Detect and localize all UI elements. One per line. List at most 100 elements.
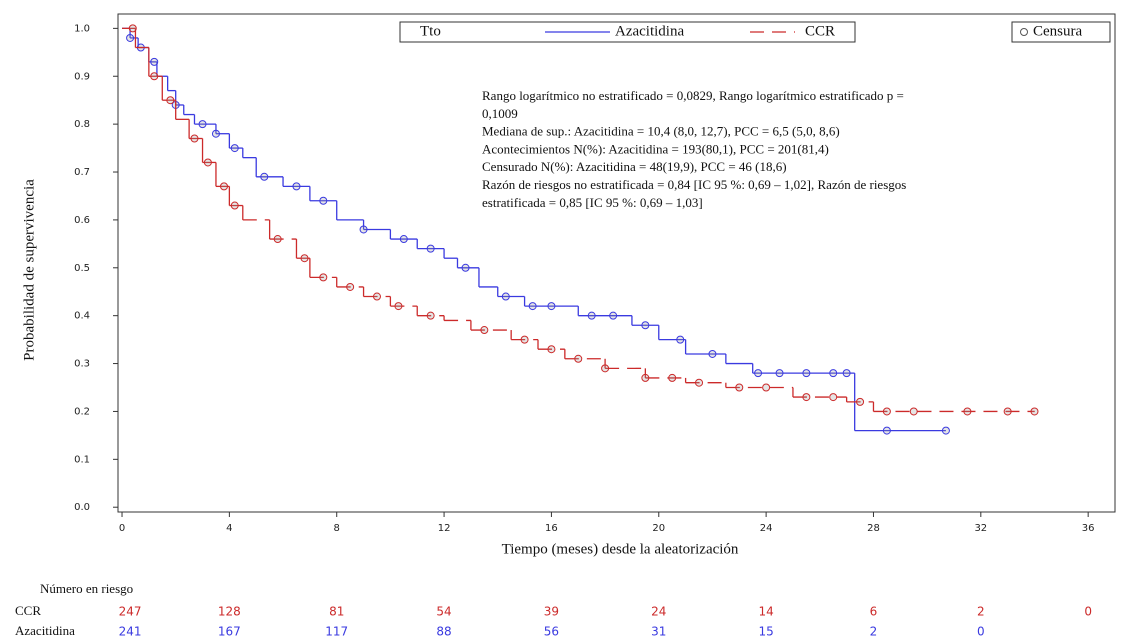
legend-box	[399, 21, 856, 43]
censor-mark	[426, 311, 435, 320]
x-tick-label: 32	[974, 523, 987, 534]
y-tick-label: 0.6	[74, 215, 90, 226]
censor-mark	[211, 129, 220, 138]
censor-mark	[399, 235, 408, 244]
censor-mark	[547, 345, 556, 354]
censor-mark	[882, 426, 891, 435]
censor-legend-box	[1011, 21, 1111, 43]
censor-mark	[1003, 407, 1012, 416]
x-tick-label: 12	[438, 523, 451, 534]
annotation-line: Rango logarítmico no estratificado = 0,0…	[482, 88, 904, 103]
censor-mark	[346, 282, 355, 291]
legend-label: CCR	[805, 23, 835, 39]
censor-mark	[802, 393, 811, 402]
censor-mark	[668, 373, 677, 382]
risk-count: 81	[329, 605, 344, 619]
x-tick-label: 24	[760, 523, 773, 534]
y-tick-label: 0.4	[74, 311, 90, 322]
censor-mark	[574, 354, 583, 363]
annotation-line: Censurado N(%): Azacitidina = 48(19,9), …	[482, 159, 787, 174]
annotation-line: Razón de riesgos no estratificada = 0,84…	[482, 177, 906, 192]
censor-mark	[372, 292, 381, 301]
censor-mark	[150, 72, 159, 81]
x-tick-label: 4	[226, 523, 232, 534]
legend-label: Azacitidina	[615, 23, 684, 39]
risk-count: 241	[119, 625, 142, 639]
censor-mark	[203, 158, 212, 167]
censor-mark	[641, 373, 650, 382]
x-tick-label: 0	[119, 523, 125, 534]
censor-mark	[166, 96, 175, 105]
censor-mark	[319, 196, 328, 205]
censor-mark	[802, 369, 811, 378]
risk-row-label: CCR	[15, 603, 41, 618]
y-tick-label: 0.5	[74, 263, 90, 274]
risk-count: 0	[1084, 605, 1092, 619]
risk-count: 24	[651, 605, 666, 619]
censor-mark	[882, 407, 891, 416]
x-tick-label: 36	[1082, 523, 1095, 534]
censor-mark	[735, 383, 744, 392]
x-tick-label: 28	[867, 523, 880, 534]
y-tick-label: 0.8	[74, 119, 90, 130]
y-tick-label: 0.9	[74, 71, 90, 82]
plot-frame	[117, 13, 1116, 513]
censor-mark	[190, 134, 199, 143]
censor-mark	[480, 326, 489, 335]
censor-mark	[230, 201, 239, 210]
censor-mark	[394, 302, 403, 311]
risk-count: 15	[758, 625, 773, 639]
censor-mark	[609, 311, 618, 320]
censor-mark	[963, 407, 972, 416]
censor-mark	[126, 33, 135, 42]
censor-mark	[230, 144, 239, 153]
censor-mark	[198, 120, 207, 129]
x-axis-label: Tiempo (meses) desde la aleatorización	[502, 541, 739, 557]
x-tick-label: 20	[652, 523, 665, 534]
risk-count: 167	[218, 625, 241, 639]
annotation-line: Acontecimientos N(%): Azacitidina = 193(…	[482, 141, 829, 156]
annotation-line: estratificada = 0,85 [IC 95 %: 0,69 – 1,…	[482, 195, 703, 210]
x-tick-label: 16	[545, 523, 558, 534]
censor-mark	[292, 182, 301, 191]
censor-mark	[1030, 407, 1039, 416]
censor-mark	[775, 369, 784, 378]
censor-mark	[260, 172, 269, 181]
censor-mark	[762, 383, 771, 392]
censor-mark	[461, 263, 470, 272]
censor-mark	[520, 335, 529, 344]
risk-table-title: Número en riesgo	[40, 581, 133, 596]
risk-count: 2	[977, 605, 985, 619]
censor-mark	[528, 302, 537, 311]
y-tick-label: 0.3	[74, 359, 90, 370]
y-tick-label: 0.2	[74, 406, 90, 417]
censor-mark	[319, 273, 328, 282]
censor-mark	[829, 393, 838, 402]
censor-mark	[842, 369, 851, 378]
censor-mark	[909, 407, 918, 416]
risk-count: 117	[325, 625, 348, 639]
risk-row-label: Azacitidina	[15, 623, 75, 638]
risk-count: 6	[870, 605, 878, 619]
risk-count: 31	[651, 625, 666, 639]
censor-mark	[829, 369, 838, 378]
risk-count: 247	[119, 605, 142, 619]
censor-mark	[359, 225, 368, 234]
censor-mark	[128, 24, 137, 33]
censor-mark	[754, 369, 763, 378]
risk-count: 39	[544, 605, 559, 619]
censor-mark	[941, 426, 950, 435]
censor-mark	[601, 364, 610, 373]
risk-count: 88	[436, 625, 451, 639]
censor-mark	[220, 182, 229, 191]
risk-count: 0	[977, 625, 985, 639]
censor-mark	[300, 254, 309, 263]
risk-count: 128	[218, 605, 241, 619]
risk-count: 2	[870, 625, 878, 639]
censor-mark	[587, 311, 596, 320]
risk-count: 56	[544, 625, 559, 639]
censor-mark	[641, 321, 650, 330]
censor-mark	[676, 335, 685, 344]
